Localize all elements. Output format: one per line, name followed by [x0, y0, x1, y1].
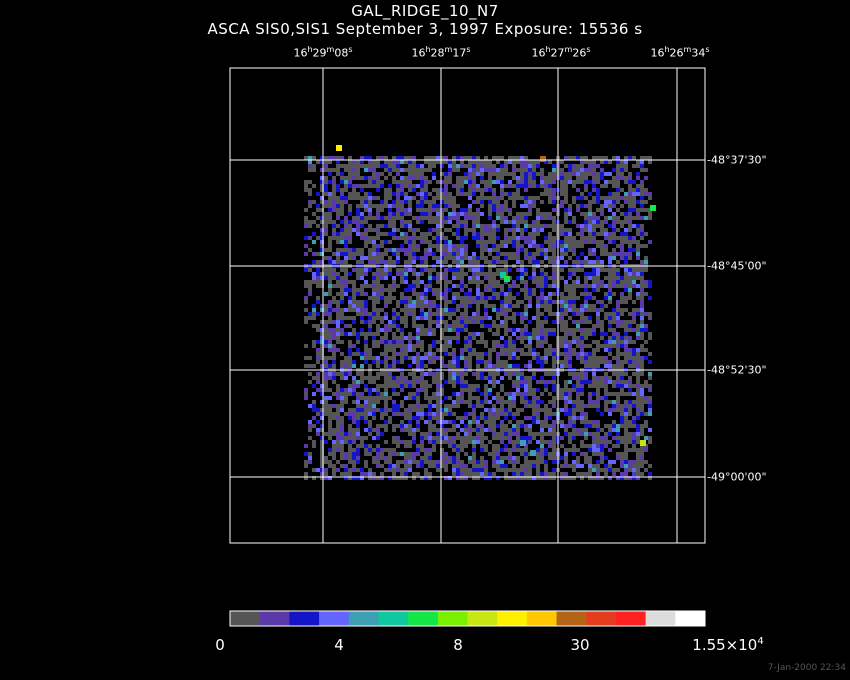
colorbar-label-4: 4: [334, 636, 344, 654]
dec-label-2: -48°45'00": [707, 259, 767, 273]
ra-label-1: 16h29m08s: [293, 45, 353, 60]
ra-label-2: 16h28m17s: [411, 45, 471, 60]
colorbar-label-max: 1.55×104: [692, 636, 764, 654]
colorbar-label-8: 8: [453, 636, 463, 654]
image-subtitle: ASCA SIS0,SIS1 September 3, 1997 Exposur…: [207, 20, 643, 38]
dec-label-3: -48°52'30": [707, 363, 767, 377]
plot-frame: [229, 67, 706, 544]
image-title: GAL_RIDGE_10_N7: [351, 2, 499, 20]
dec-label-4: -49°00'00": [707, 470, 767, 484]
colorbar-label-30: 30: [570, 636, 590, 654]
colorbar-label-0: 0: [215, 636, 225, 654]
ra-label-3: 16h27m26s: [531, 45, 591, 60]
coordinate-grid: [230, 68, 705, 543]
dec-label-1: -48°37'30": [707, 153, 767, 167]
timestamp: 7-Jan-2000 22:34: [767, 663, 846, 673]
ra-label-4: 16h26m34s: [650, 45, 710, 60]
xray-image-pixels: [304, 145, 656, 480]
